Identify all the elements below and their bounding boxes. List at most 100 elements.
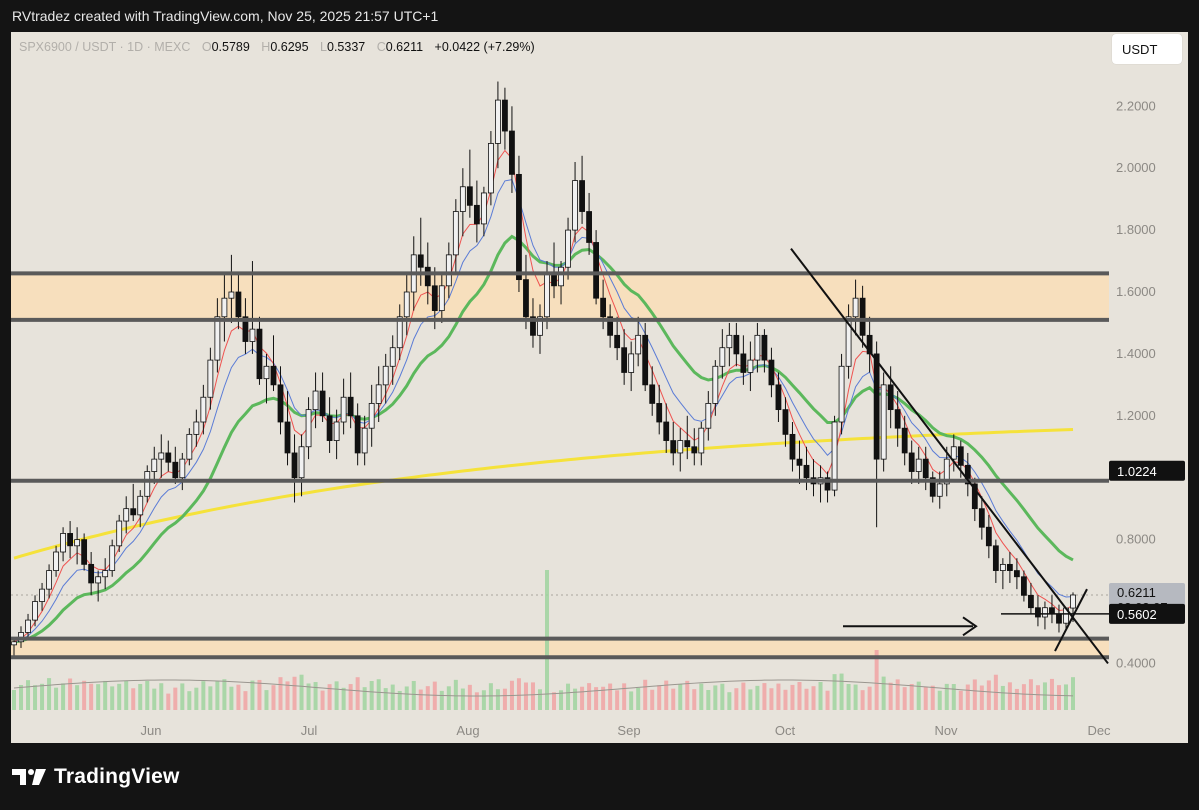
volume-bar [573, 688, 578, 710]
candle-body [193, 421, 200, 435]
volume-bar [404, 686, 409, 710]
ohlc-legend: SPX6900 / USDT · 1D · MEXC O0.5789 H0.62… [19, 40, 535, 54]
candle-body [719, 347, 726, 367]
candle-body [677, 440, 684, 454]
candle-body [228, 291, 235, 299]
level-label-text: 1.0224 [1117, 464, 1157, 479]
volume-bar [937, 690, 942, 710]
level-label-box [1109, 460, 1185, 481]
candle-body [109, 545, 116, 571]
candle-body [480, 192, 487, 225]
volume-bar [608, 683, 613, 710]
candle-body [803, 464, 810, 479]
volume-bar [418, 689, 423, 710]
candle-body [207, 359, 214, 398]
volume-bar [755, 685, 760, 710]
x-tick-label: Sep [617, 723, 640, 738]
volume-bar [376, 679, 381, 710]
candle-body [116, 520, 123, 547]
candle-body [824, 477, 831, 491]
chart-area[interactable]: 2.2000 2.0000 1.8000 1.6000 1.4000 1.2000 0.80… [11, 32, 1188, 743]
candle-body [1035, 607, 1041, 618]
candle-body [943, 458, 950, 485]
volume-bar [783, 689, 788, 710]
brand-name: TradingView [54, 765, 180, 788]
currency-button[interactable]: USDT [1112, 34, 1182, 64]
volume-bar [131, 688, 136, 710]
volume-bar [96, 684, 101, 710]
volume-bar [103, 680, 108, 710]
candle-body [509, 130, 515, 175]
candle-body [950, 446, 957, 460]
candle-body [340, 396, 347, 423]
volume-bar [1035, 685, 1040, 710]
candle-body [775, 384, 782, 411]
candle-body [698, 427, 705, 454]
volume-bar [341, 687, 346, 710]
volume-bar [47, 678, 52, 710]
candle-body [88, 563, 95, 584]
attribution-text: RVtradez created with TradingView.com, N… [12, 8, 439, 24]
horizontal-levels [11, 271, 1109, 660]
volume-bar [425, 686, 430, 710]
candle-body [712, 365, 719, 404]
volume-ma-line [13, 679, 1074, 697]
last-price-text: 0.6211 [1117, 585, 1156, 600]
candle-body [144, 471, 151, 497]
candle-body [705, 403, 712, 429]
volume-bar [516, 678, 521, 710]
volume-bar [839, 673, 844, 710]
volume-bar [194, 687, 199, 710]
price-chart[interactable]: 2.2000 2.0000 1.8000 1.6000 1.4000 1.2000 0.80… [11, 32, 1188, 743]
candle-body [670, 440, 677, 454]
volume-bar [397, 690, 402, 710]
volume-bar [748, 689, 753, 710]
candle-body [838, 365, 845, 423]
candle-body [992, 545, 999, 571]
candle-body [1042, 607, 1048, 618]
candle-body [270, 365, 277, 386]
candle-body [537, 316, 543, 336]
volume-bar [313, 682, 318, 710]
volume-bar [1056, 685, 1061, 710]
volume-bar [1063, 684, 1068, 710]
candle-body [495, 99, 501, 144]
volume-bar [1000, 685, 1005, 710]
candle-body [102, 570, 109, 578]
volume-bar [278, 677, 283, 710]
volume-bar [769, 688, 774, 710]
volume-bar [166, 693, 171, 710]
volume-bar [860, 690, 865, 710]
volume-bar [124, 680, 129, 710]
volume-bar [432, 681, 437, 710]
candle-body [1028, 594, 1034, 609]
volume-bar [411, 680, 416, 710]
change-value: +0.0422 (+7.29%) [434, 40, 535, 54]
volume-bar [566, 683, 571, 710]
volume-bar [615, 690, 620, 710]
high-key: H [261, 40, 271, 54]
volume-bar [881, 676, 886, 710]
volume-bar [187, 691, 192, 710]
volume-bar [552, 692, 557, 710]
volume-bar [320, 690, 325, 710]
candle-body [235, 291, 242, 318]
open-value: 0.5789 [211, 40, 250, 54]
y-tick-label: 0.8000 [1116, 532, 1156, 547]
volume-bar [692, 689, 697, 710]
candle-body [901, 427, 908, 454]
volume-bar [678, 684, 683, 710]
high-value: 0.6295 [270, 40, 309, 54]
candle-body [572, 180, 578, 231]
candle-body [761, 334, 768, 361]
candle-body [284, 421, 291, 454]
volume-bar [811, 686, 816, 710]
x-tick-label: Oct [775, 723, 796, 738]
volume-bar [152, 688, 157, 710]
breakout-arrow [1054, 588, 1088, 652]
x-tick-label: Aug [456, 723, 479, 738]
volume-bar [685, 680, 690, 710]
volume-bar [537, 689, 542, 710]
volume-bar [587, 683, 592, 710]
candle-body [256, 328, 263, 380]
